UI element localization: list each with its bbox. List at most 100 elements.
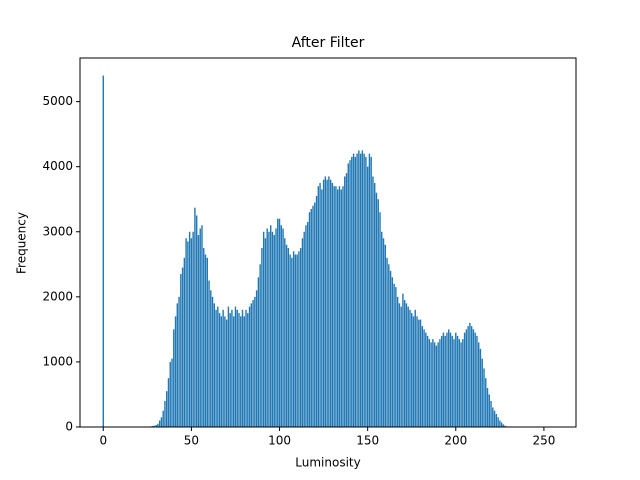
bar	[270, 225, 272, 427]
bar	[243, 316, 245, 427]
bar	[164, 400, 166, 427]
bar	[440, 335, 443, 427]
bar	[329, 179, 332, 427]
bar	[477, 342, 480, 427]
bar	[308, 212, 311, 427]
bar	[451, 335, 453, 427]
bar	[259, 264, 261, 427]
bar	[199, 228, 201, 427]
bar	[262, 231, 265, 427]
bar	[460, 342, 462, 427]
bar	[375, 192, 378, 427]
bar	[351, 156, 353, 427]
bar	[446, 332, 448, 427]
bar	[317, 186, 320, 427]
bar	[492, 407, 494, 427]
bar	[374, 182, 376, 427]
bar	[222, 309, 224, 427]
bar	[361, 150, 364, 427]
bar	[481, 358, 483, 427]
bar	[271, 231, 274, 427]
bar	[268, 231, 270, 427]
bar	[192, 231, 194, 427]
bar	[248, 306, 251, 427]
bar	[324, 176, 327, 427]
bar	[395, 287, 397, 427]
bar	[381, 231, 383, 427]
bar	[435, 345, 438, 427]
bar	[245, 309, 247, 427]
bar	[470, 326, 473, 427]
bar	[257, 277, 260, 427]
bar	[157, 423, 159, 427]
bar	[236, 309, 238, 427]
bar	[292, 251, 295, 427]
plot-frame	[79, 57, 577, 428]
bar	[439, 339, 441, 427]
bar	[370, 156, 372, 427]
bar	[409, 309, 411, 427]
bar	[502, 424, 505, 427]
bar	[203, 248, 205, 427]
bar	[366, 166, 369, 427]
bar	[456, 335, 459, 427]
bar	[382, 238, 385, 427]
bar	[229, 313, 231, 427]
bar	[225, 319, 228, 427]
bar	[224, 316, 226, 427]
bar	[273, 235, 275, 427]
bar	[465, 329, 468, 427]
x-tick-label: 200	[444, 434, 467, 448]
bar	[201, 225, 203, 427]
bar	[213, 303, 216, 427]
bar	[180, 274, 182, 427]
bar	[379, 212, 381, 427]
bar	[169, 361, 171, 427]
bar	[171, 358, 173, 427]
x-axis-label: Luminosity	[295, 456, 360, 470]
bar	[432, 339, 434, 427]
bar	[183, 257, 186, 427]
bar	[421, 326, 424, 427]
bar	[178, 296, 180, 427]
bar	[391, 277, 394, 427]
x-tick-label: 150	[356, 434, 379, 448]
bar	[485, 378, 487, 427]
bar	[458, 339, 461, 427]
bar	[462, 339, 464, 427]
x-tick-label: 50	[184, 434, 199, 448]
bar	[430, 342, 432, 427]
bar	[414, 309, 416, 427]
bar	[181, 267, 184, 427]
bar	[241, 309, 244, 427]
bar	[463, 332, 466, 427]
bar	[299, 248, 302, 427]
bar	[312, 205, 314, 427]
bar	[174, 316, 177, 427]
bar	[291, 257, 293, 427]
bar	[250, 303, 253, 427]
bar	[284, 238, 286, 427]
bar	[345, 173, 348, 427]
bar	[210, 290, 212, 427]
bar	[194, 207, 196, 427]
bar	[423, 329, 425, 427]
bar	[310, 208, 312, 427]
bar	[442, 332, 445, 427]
bar	[411, 313, 413, 427]
bar	[238, 313, 240, 427]
bar	[474, 332, 476, 427]
bar	[217, 306, 219, 427]
bar	[336, 189, 339, 427]
bar	[278, 218, 281, 427]
bar	[232, 316, 235, 427]
bar	[275, 228, 277, 427]
bar	[455, 332, 457, 427]
bar	[359, 153, 362, 427]
bar	[252, 300, 254, 427]
bar	[499, 420, 501, 427]
bar	[500, 422, 503, 427]
y-axis-label: Frequency	[15, 212, 29, 274]
bar	[342, 186, 344, 427]
